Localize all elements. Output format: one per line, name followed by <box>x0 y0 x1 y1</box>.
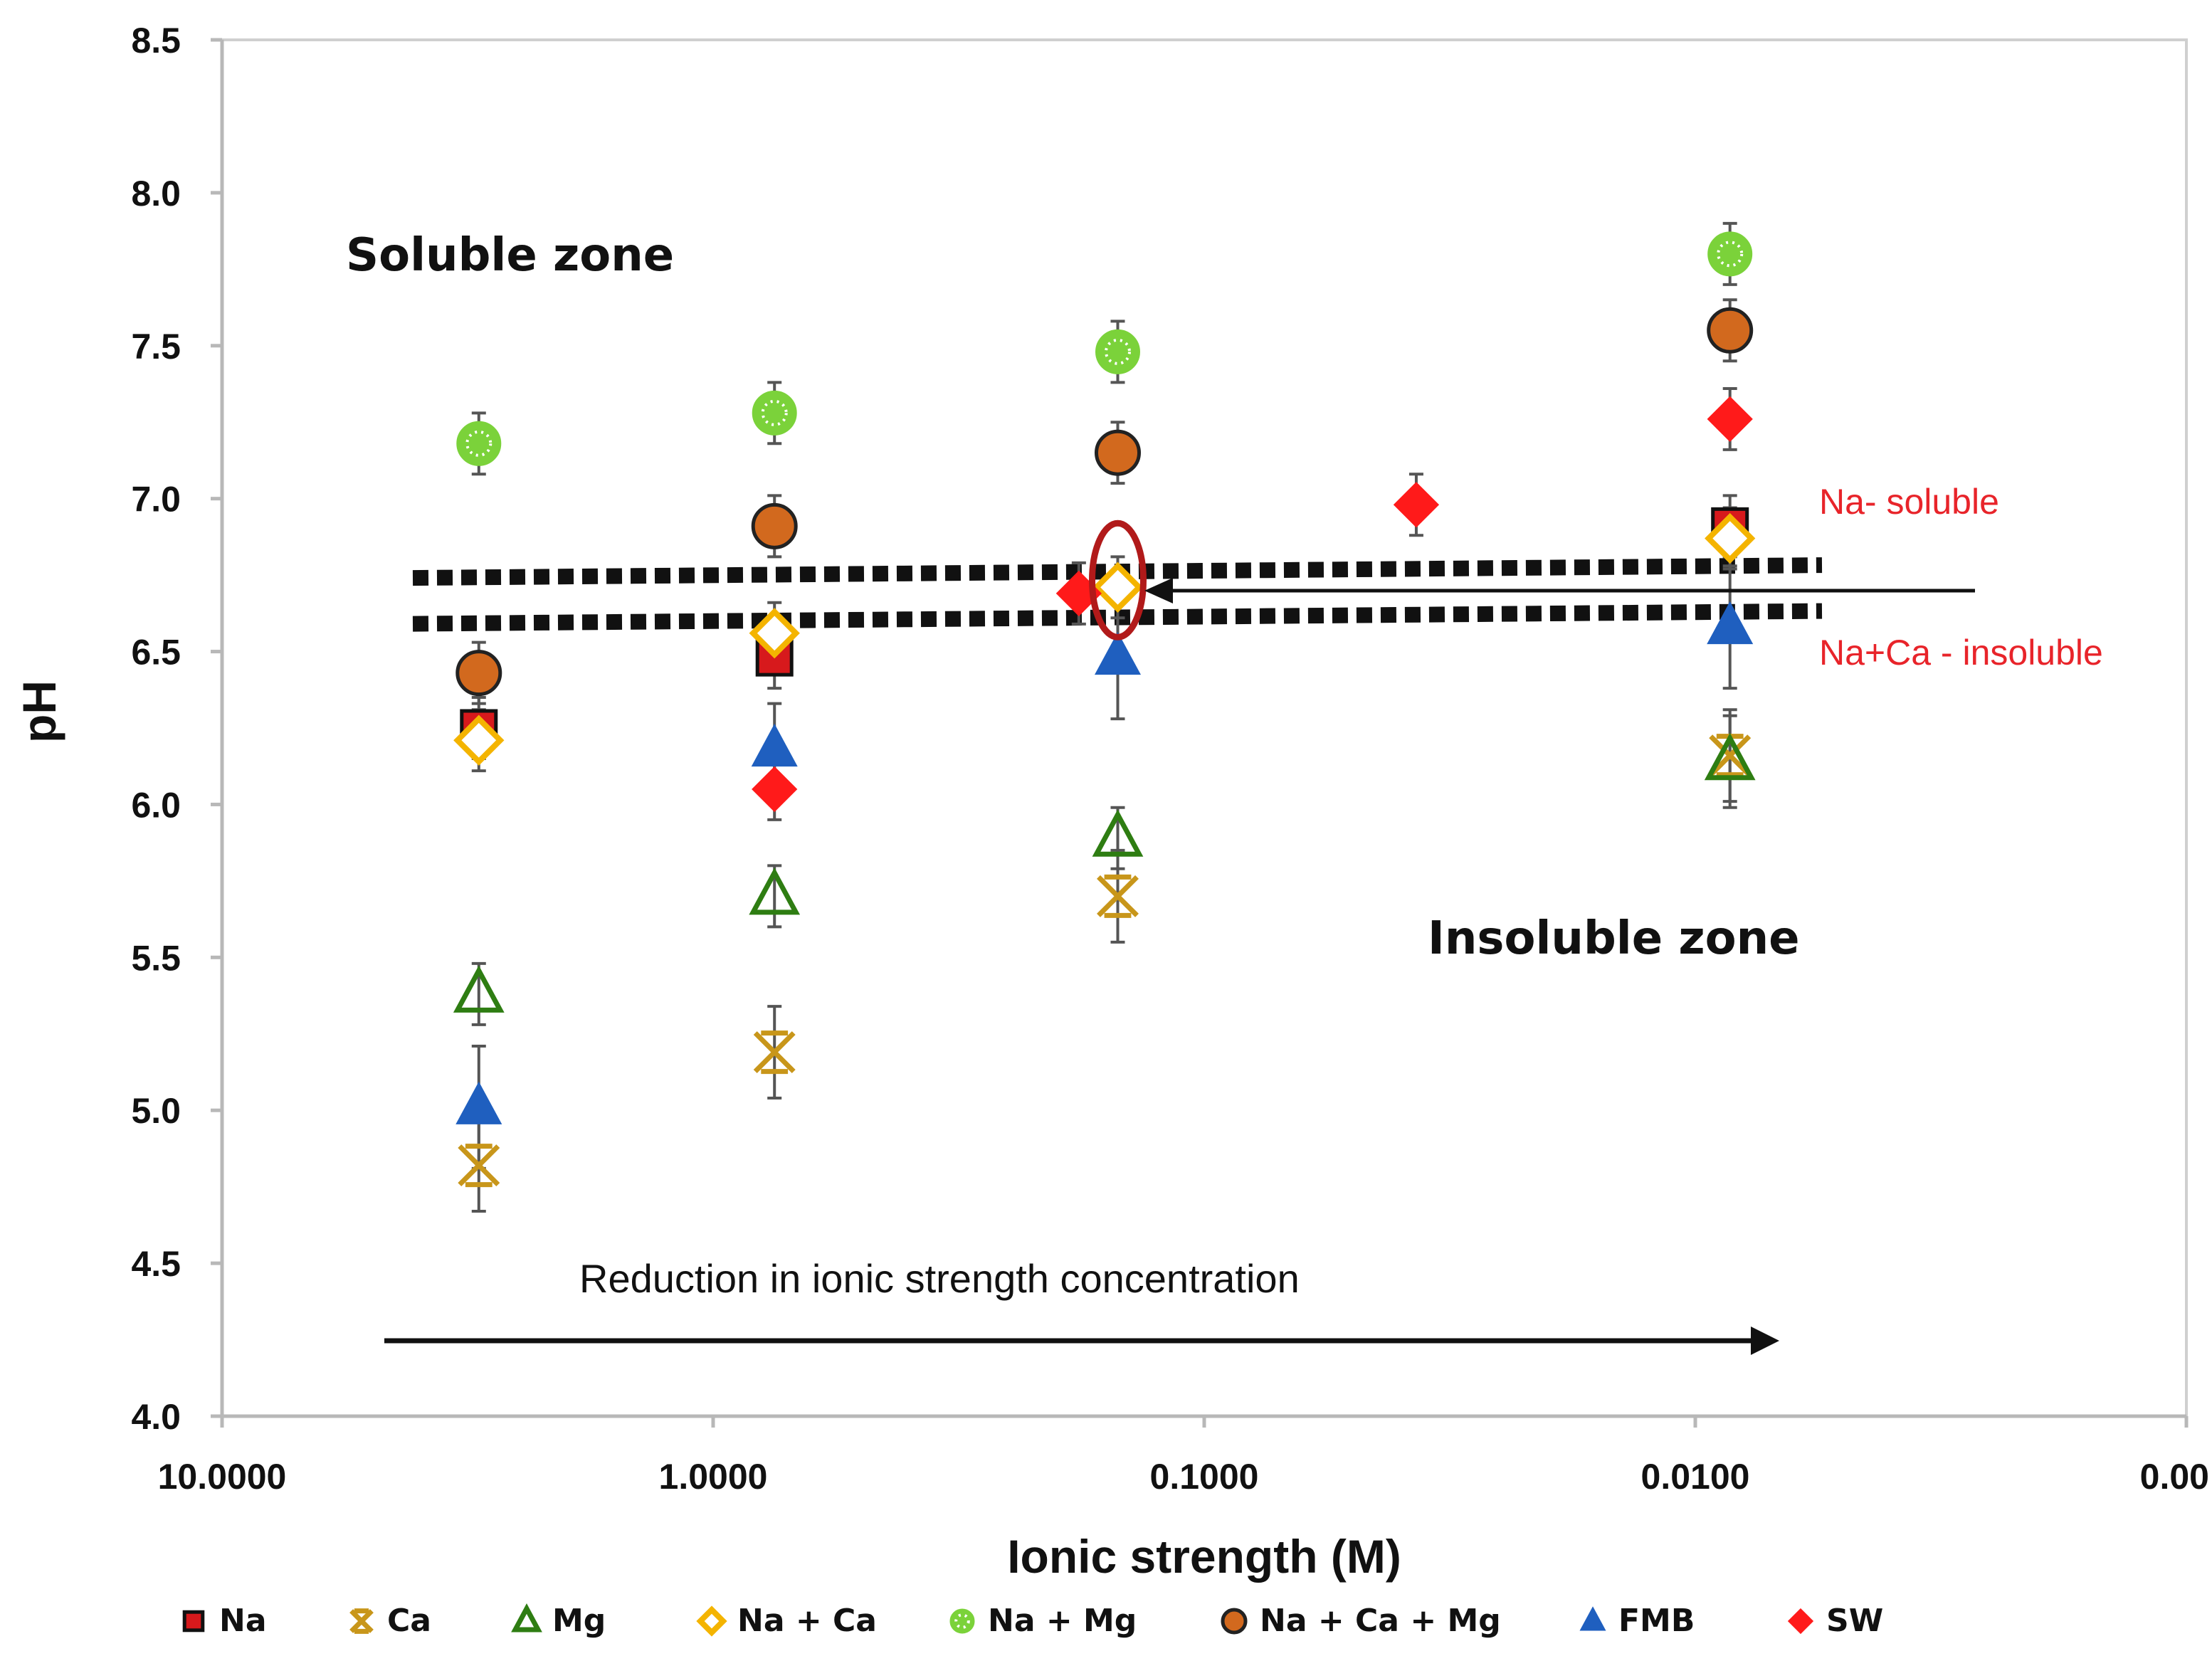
point-na-ca-mg <box>751 502 798 549</box>
legend-label-ca: Ca <box>387 1603 431 1639</box>
legend-marker-fmb <box>1579 1606 1606 1631</box>
point-na-mg <box>456 421 502 466</box>
point-na-mg-dots <box>1717 241 1744 268</box>
point-na-ca <box>749 608 800 659</box>
x-tick-label: 0.1000 <box>1150 1457 1259 1497</box>
point-ca-stroke <box>1097 875 1139 917</box>
pointer-arrow-head <box>1144 578 1173 603</box>
point-fmb <box>455 1081 502 1124</box>
reduction-arrow-head <box>1751 1327 1779 1355</box>
legend-label-na-ca-mg: Na + Ca + Mg <box>1260 1603 1501 1639</box>
legend-marker-mg <box>511 1603 542 1633</box>
y-tick-label: 5.0 <box>131 1091 181 1131</box>
point-na-ca-mg <box>1094 429 1141 476</box>
na-soluble-note: Na- soluble <box>1819 482 1999 522</box>
point-na-ca-mg <box>1707 307 1754 354</box>
point-na-mg-dots <box>761 399 788 426</box>
point-na-mg <box>1095 329 1140 374</box>
y-tick-label: 4.0 <box>131 1397 181 1437</box>
point-fmb <box>751 723 798 767</box>
point-sw <box>1707 396 1753 443</box>
legend-label-na: Na <box>219 1603 267 1639</box>
legend-label-mg: Mg <box>552 1603 606 1639</box>
point-na-mg-dots <box>465 430 493 457</box>
y-tick-label: 8.0 <box>131 174 181 213</box>
legend-marker-sw <box>1787 1608 1814 1635</box>
highlight-ellipse <box>1088 520 1147 640</box>
y-axis-title: pH <box>13 680 65 743</box>
point-sw <box>1393 482 1440 528</box>
point-fmb <box>1094 631 1142 675</box>
point-na-mg-dots <box>1104 338 1131 365</box>
y-tick-label: 8.5 <box>131 21 181 60</box>
x-tick-label: 10.0000 <box>158 1457 287 1497</box>
y-tick-label: 7.0 <box>131 480 181 520</box>
reduction-note: Reduction in ionic strength concentratio… <box>579 1256 1300 1301</box>
legend-label-na-ca: Na + Ca <box>737 1603 877 1639</box>
point-sw <box>752 766 798 813</box>
point-ca <box>1097 874 1139 918</box>
point-mg <box>1092 809 1144 857</box>
legend-label-na-mg: Na + Mg <box>988 1603 1137 1639</box>
point-na-ca <box>1092 561 1144 613</box>
error-bars <box>471 221 1737 1213</box>
point-ca-stroke <box>458 1144 500 1187</box>
soluble-zone-label: Soluble zone <box>346 229 674 282</box>
point-na-ca <box>1705 512 1756 564</box>
y-tick-label: 5.5 <box>131 938 181 978</box>
point-ca-stroke <box>753 1031 796 1074</box>
y-ticks: 4.0 4.5 5.0 5.5 6.0 6.5 7.0 7.5 8.0 8.5 <box>131 21 222 1437</box>
legend-marker-na-ca-mg <box>1221 1608 1248 1635</box>
insoluble-zone-label: Insoluble zone <box>1428 912 1800 965</box>
legend-marker-na-mg-dots <box>954 1613 970 1629</box>
legend-label-sw: SW <box>1826 1603 1883 1639</box>
point-na-ca-mg <box>455 650 502 697</box>
point-ca <box>753 1030 796 1075</box>
legend-marker-na-mg <box>949 1608 975 1634</box>
x-axis-title: Ionic strength (M) <box>1007 1530 1401 1583</box>
legend-marker-ca <box>349 1608 374 1634</box>
data-points <box>453 231 1756 1188</box>
x-tick-label: 1.0000 <box>659 1457 768 1497</box>
point-fmb <box>1707 601 1754 645</box>
point-mg <box>1704 732 1756 781</box>
y-tick-label: 6.0 <box>131 785 181 825</box>
x-tick-label: 0.00 <box>2140 1457 2209 1497</box>
y-tick-label: 7.5 <box>131 327 181 366</box>
point-na-mg <box>1707 231 1753 277</box>
legend-marker-na-ca <box>696 1605 727 1637</box>
point-ca <box>458 1144 500 1188</box>
x-ticks: 10.0000 1.0000 0.1000 0.0100 0.00 <box>158 1416 2209 1497</box>
point-mg <box>453 965 505 1013</box>
y-tick-label: 6.5 <box>131 633 181 673</box>
x-tick-label: 0.0100 <box>1641 1457 1750 1497</box>
point-na-mg <box>752 390 797 436</box>
point-mg <box>749 867 801 915</box>
legend-marker-na <box>182 1610 205 1633</box>
y-tick-label: 4.5 <box>131 1244 181 1284</box>
legend-label-fmb: FMB <box>1618 1603 1695 1639</box>
point-na-ca <box>453 714 505 766</box>
legend: Na Ca Mg Na + Ca Na + Mg Na + Ca + Mg FMB SW <box>182 1603 1883 1639</box>
legend-marker-ca-stroke <box>349 1609 374 1633</box>
naca-insoluble-note: Na+Ca - insoluble <box>1819 633 2103 673</box>
point-ca-stroke <box>1709 734 1752 777</box>
